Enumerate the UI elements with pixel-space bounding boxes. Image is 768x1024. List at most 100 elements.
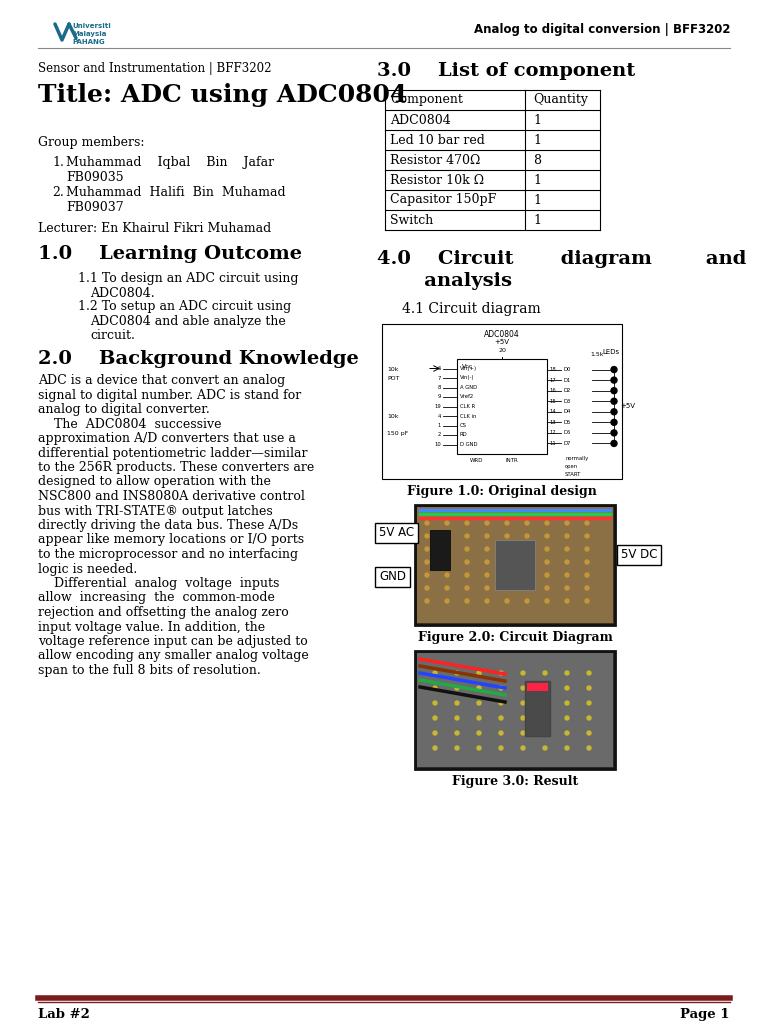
Circle shape bbox=[545, 560, 549, 564]
Text: Page 1: Page 1 bbox=[680, 1008, 730, 1021]
Circle shape bbox=[525, 573, 529, 577]
Circle shape bbox=[425, 586, 429, 590]
Text: 1.1 To design an ADC circuit using: 1.1 To design an ADC circuit using bbox=[78, 272, 299, 285]
Bar bbox=[415, 651, 615, 769]
Circle shape bbox=[545, 521, 549, 525]
Text: FB09035: FB09035 bbox=[66, 171, 124, 184]
Circle shape bbox=[565, 599, 569, 603]
Text: Resistor 470Ω: Resistor 470Ω bbox=[390, 154, 480, 167]
Circle shape bbox=[485, 534, 489, 538]
Text: 20: 20 bbox=[498, 348, 506, 353]
Text: analysis: analysis bbox=[377, 272, 512, 290]
Circle shape bbox=[425, 573, 429, 577]
Text: CS: CS bbox=[460, 423, 467, 428]
Text: 1: 1 bbox=[533, 213, 541, 226]
Text: Title: ADC using ADC0804: Title: ADC using ADC0804 bbox=[38, 83, 407, 106]
Circle shape bbox=[545, 599, 549, 603]
Circle shape bbox=[477, 731, 481, 735]
Text: RD: RD bbox=[460, 432, 468, 437]
Text: 18: 18 bbox=[549, 367, 556, 372]
Circle shape bbox=[445, 573, 449, 577]
Text: 1: 1 bbox=[533, 114, 541, 127]
Text: D1: D1 bbox=[563, 378, 571, 383]
Circle shape bbox=[425, 547, 429, 551]
Text: 1.0    Learning Outcome: 1.0 Learning Outcome bbox=[38, 245, 302, 263]
Circle shape bbox=[465, 599, 469, 603]
Text: Led 10 bar red: Led 10 bar red bbox=[390, 133, 485, 146]
Text: D5: D5 bbox=[563, 420, 571, 425]
Bar bbox=[430, 530, 450, 570]
Circle shape bbox=[455, 701, 459, 705]
Circle shape bbox=[445, 547, 449, 551]
Circle shape bbox=[543, 686, 547, 690]
Text: 14: 14 bbox=[549, 410, 556, 415]
Text: Vin(-): Vin(-) bbox=[460, 376, 475, 381]
Circle shape bbox=[521, 686, 525, 690]
Text: Sensor and Instrumentation | BFF3202: Sensor and Instrumentation | BFF3202 bbox=[38, 62, 272, 75]
Circle shape bbox=[565, 716, 569, 720]
Circle shape bbox=[505, 560, 509, 564]
Circle shape bbox=[521, 731, 525, 735]
Circle shape bbox=[543, 716, 547, 720]
Circle shape bbox=[485, 547, 489, 551]
Text: allow encoding any smaller analog voltage: allow encoding any smaller analog voltag… bbox=[38, 649, 309, 663]
Text: WRD: WRD bbox=[470, 458, 484, 463]
Text: 3.0    List of component: 3.0 List of component bbox=[377, 62, 635, 80]
Circle shape bbox=[565, 686, 569, 690]
Circle shape bbox=[585, 599, 589, 603]
Text: ADC0804: ADC0804 bbox=[484, 330, 520, 339]
Text: GND: GND bbox=[379, 570, 406, 584]
Text: 1: 1 bbox=[533, 194, 541, 207]
Circle shape bbox=[433, 731, 437, 735]
Text: The  ADC0804  successive: The ADC0804 successive bbox=[38, 418, 221, 430]
Text: NSC800 and INS8080A derivative control: NSC800 and INS8080A derivative control bbox=[38, 490, 305, 503]
Circle shape bbox=[445, 521, 449, 525]
Circle shape bbox=[433, 716, 437, 720]
Text: designed to allow operation with the: designed to allow operation with the bbox=[38, 475, 271, 488]
Text: 1.2 To setup an ADC circuit using: 1.2 To setup an ADC circuit using bbox=[78, 300, 291, 313]
Text: Capasitor 150pF: Capasitor 150pF bbox=[390, 194, 496, 207]
Circle shape bbox=[425, 560, 429, 564]
Circle shape bbox=[585, 586, 589, 590]
Circle shape bbox=[587, 671, 591, 675]
Bar bbox=[417, 653, 613, 767]
Circle shape bbox=[543, 701, 547, 705]
Circle shape bbox=[611, 377, 617, 383]
Circle shape bbox=[485, 586, 489, 590]
Circle shape bbox=[585, 560, 589, 564]
Text: CLK in: CLK in bbox=[460, 414, 476, 419]
Text: D GND: D GND bbox=[460, 442, 478, 447]
Text: ADC0804 and able analyze the: ADC0804 and able analyze the bbox=[90, 315, 286, 328]
Circle shape bbox=[521, 701, 525, 705]
Text: ADC is a device that convert an analog: ADC is a device that convert an analog bbox=[38, 374, 285, 387]
Text: 2.0    Background Knowledge: 2.0 Background Knowledge bbox=[38, 350, 359, 368]
Text: 15: 15 bbox=[549, 398, 556, 403]
Text: allow  increasing  the  common-mode: allow increasing the common-mode bbox=[38, 592, 275, 604]
Text: 7: 7 bbox=[438, 376, 441, 381]
Circle shape bbox=[565, 701, 569, 705]
Circle shape bbox=[455, 746, 459, 750]
Text: Switch: Switch bbox=[390, 213, 433, 226]
Circle shape bbox=[587, 731, 591, 735]
Text: POT: POT bbox=[387, 376, 399, 381]
Circle shape bbox=[499, 671, 503, 675]
Text: Figure 2.0: Circuit Diagram: Figure 2.0: Circuit Diagram bbox=[418, 631, 612, 644]
Circle shape bbox=[505, 586, 509, 590]
Circle shape bbox=[485, 573, 489, 577]
Text: A GND: A GND bbox=[460, 385, 477, 390]
Text: D3: D3 bbox=[563, 398, 571, 403]
Bar bbox=[457, 359, 547, 454]
Circle shape bbox=[455, 671, 459, 675]
Text: to the microprocessor and no interfacing: to the microprocessor and no interfacing bbox=[38, 548, 298, 561]
Text: analog to digital converter.: analog to digital converter. bbox=[38, 403, 210, 416]
Bar bbox=[382, 324, 622, 479]
Circle shape bbox=[465, 560, 469, 564]
Text: circuit.: circuit. bbox=[90, 329, 135, 342]
Text: Resistor 10k Ω: Resistor 10k Ω bbox=[390, 173, 484, 186]
Text: Vin(+): Vin(+) bbox=[460, 366, 477, 371]
Text: 9: 9 bbox=[438, 394, 441, 399]
Text: Vref2: Vref2 bbox=[460, 394, 475, 399]
Text: D6: D6 bbox=[563, 430, 571, 435]
Text: 8: 8 bbox=[533, 154, 541, 167]
Text: START: START bbox=[565, 472, 581, 477]
